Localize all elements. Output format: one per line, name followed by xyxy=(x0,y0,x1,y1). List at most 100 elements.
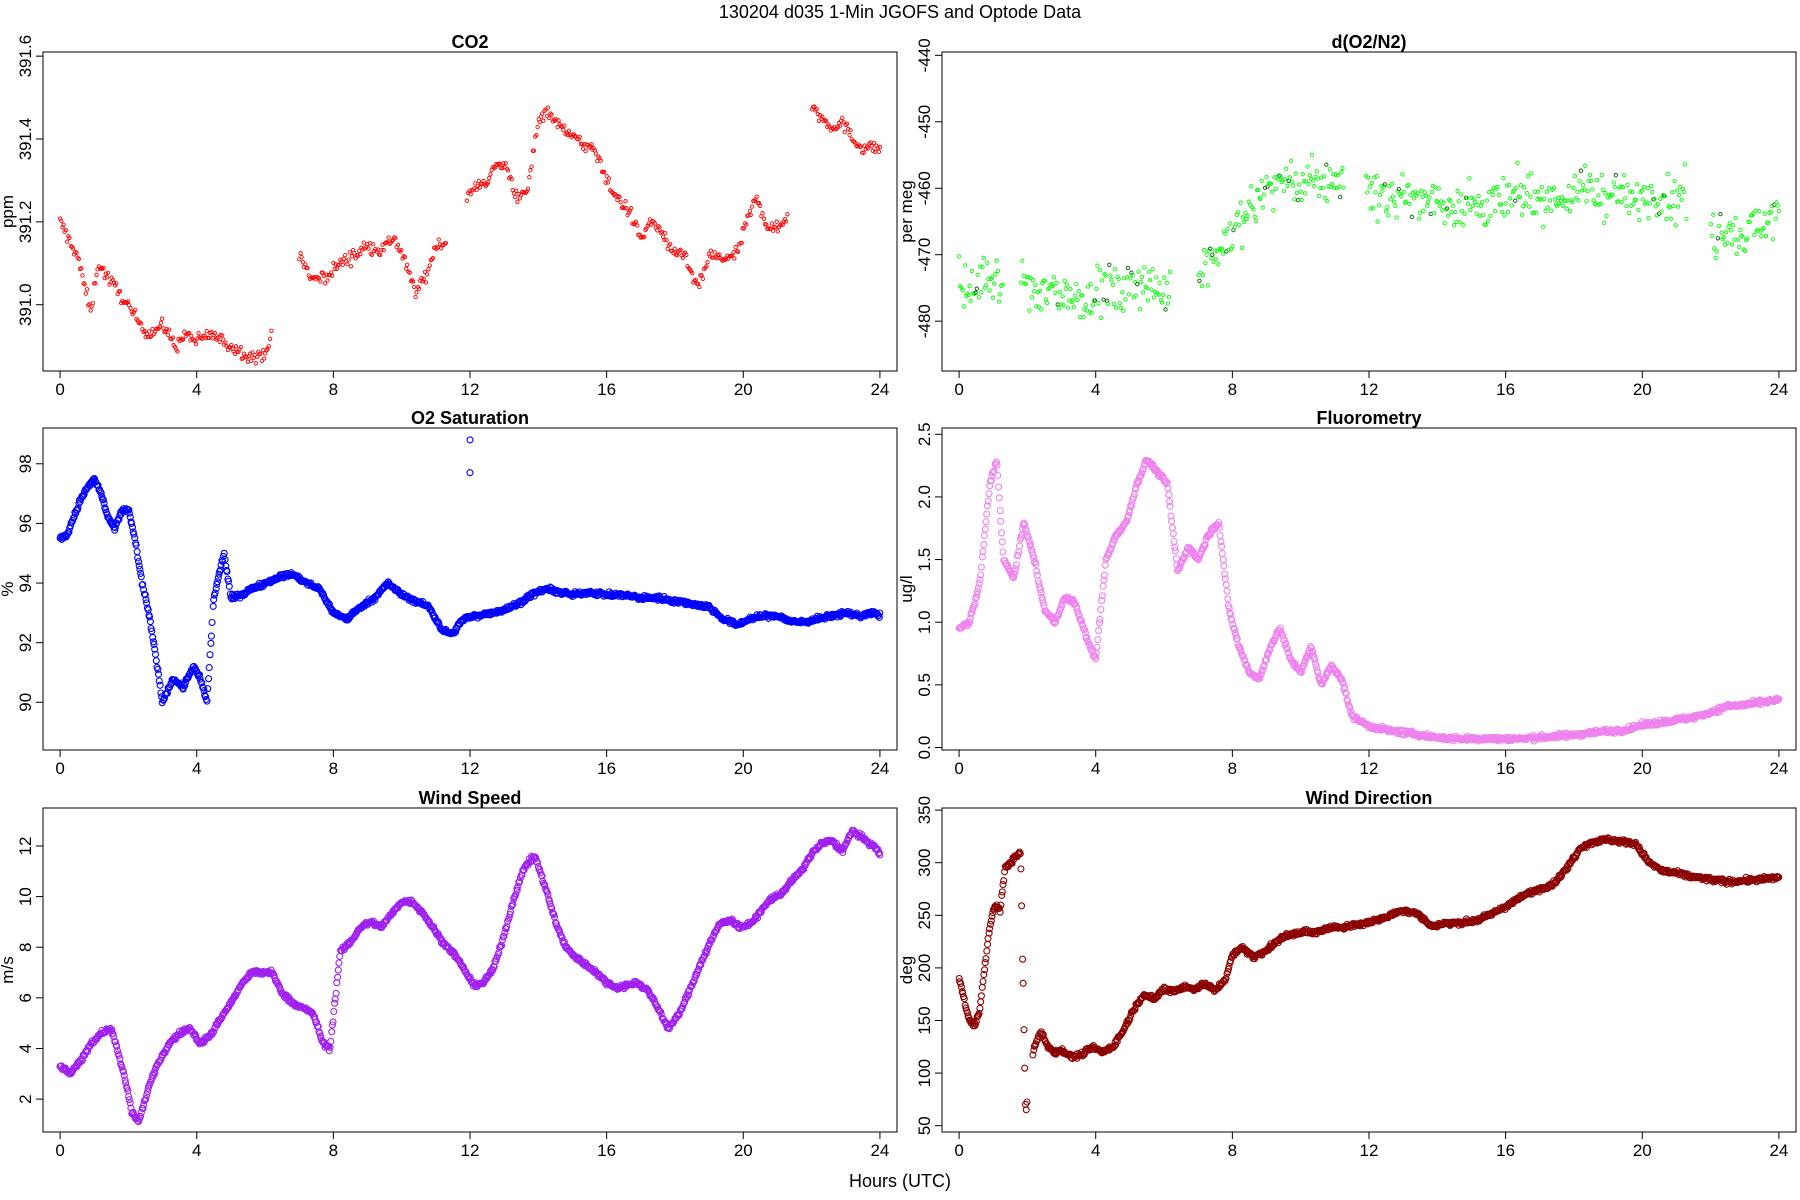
do2n2-point xyxy=(1306,181,1311,187)
do2n2-point xyxy=(1280,177,1285,183)
fluor-point xyxy=(1216,531,1224,540)
do2n2-point xyxy=(1403,199,1409,204)
do2n2-point xyxy=(1395,189,1400,194)
o2sat-point xyxy=(223,568,231,576)
do2n2-point xyxy=(1417,210,1423,215)
fluor-point xyxy=(1039,599,1047,607)
do2n2-point xyxy=(1426,199,1431,204)
co2-point xyxy=(622,206,627,211)
o2sat-point xyxy=(205,675,213,683)
o2sat-point xyxy=(217,561,225,569)
co2-point xyxy=(424,272,430,277)
co2-point xyxy=(580,146,586,151)
co2-point xyxy=(187,330,192,336)
do2n2-point xyxy=(1476,193,1481,199)
do2n2-point xyxy=(1030,278,1036,283)
do2n2-point xyxy=(1521,204,1526,209)
co2-point xyxy=(655,228,660,233)
fluor-point xyxy=(979,548,987,556)
wspd-ytick-label: 2 xyxy=(16,1094,35,1103)
do2n2-point xyxy=(1590,187,1595,192)
o2sat-point xyxy=(156,681,164,689)
co2-point xyxy=(566,128,572,133)
do2n2-point xyxy=(980,264,985,270)
do2n2-point xyxy=(1731,223,1736,228)
o2sat-point xyxy=(128,523,137,531)
do2n2-point xyxy=(1083,302,1088,308)
do2n2-point xyxy=(1725,240,1730,245)
do2n2-point xyxy=(1126,292,1132,297)
do2n2-point xyxy=(1098,315,1104,321)
o2sat-point xyxy=(142,596,150,604)
o2sat-point xyxy=(198,679,206,687)
fluor-point xyxy=(977,563,985,571)
co2-point xyxy=(782,216,788,222)
co2-point xyxy=(361,240,366,245)
do2n2-point xyxy=(1096,301,1101,306)
do2n2-point xyxy=(1412,196,1417,201)
do2n2-point xyxy=(1225,226,1230,231)
do2n2-point xyxy=(1475,202,1480,208)
o2sat-point xyxy=(207,632,215,640)
o2sat-ytick-label: 94 xyxy=(16,574,35,593)
do2n2-point xyxy=(1386,213,1391,218)
do2n2-point xyxy=(1504,183,1510,188)
wdir-plot-frame xyxy=(941,807,1797,1133)
co2-point xyxy=(497,161,502,167)
fluor-ytick-label: 0.0 xyxy=(915,736,934,760)
do2n2-point xyxy=(1055,302,1060,307)
o2sat-point xyxy=(149,633,157,641)
co2-point xyxy=(840,115,845,120)
o2sat-point xyxy=(70,513,78,521)
do2n2-point xyxy=(1000,282,1005,287)
do2n2-xtick-label: 0 xyxy=(954,380,963,399)
do2n2-point xyxy=(1721,235,1726,240)
co2-point xyxy=(684,252,689,258)
fluor-point xyxy=(998,529,1006,537)
wspd-ytick-label: 12 xyxy=(16,837,35,856)
co2-ylabel: ppm xyxy=(0,195,17,228)
co2-point xyxy=(60,225,65,230)
co2-point xyxy=(175,349,180,354)
co2-point xyxy=(768,226,773,231)
wdir-point xyxy=(983,947,991,955)
fluor-point xyxy=(1167,512,1175,520)
fluor-point xyxy=(994,471,1002,480)
do2n2-point xyxy=(1582,187,1587,192)
co2-point xyxy=(422,269,428,275)
do2n2-point xyxy=(1296,182,1302,187)
fluor-ytick-label: 2.0 xyxy=(915,485,934,509)
co2-point xyxy=(65,239,70,244)
co2-point xyxy=(70,246,76,251)
do2n2-point xyxy=(1099,278,1105,283)
co2-point xyxy=(624,206,629,211)
wspd-ytick-label: 6 xyxy=(16,993,35,1002)
fluor-point xyxy=(1285,649,1293,657)
do2n2-point xyxy=(1382,182,1387,187)
co2-point xyxy=(785,212,790,217)
o2sat-point xyxy=(154,670,163,678)
do2n2-point xyxy=(1474,211,1479,216)
do2n2-point xyxy=(1278,174,1283,179)
co2-point xyxy=(443,240,449,246)
co2-point xyxy=(209,329,214,335)
do2n2-point xyxy=(1566,183,1572,189)
do2n2-point xyxy=(1074,281,1079,287)
fluor-point xyxy=(1299,662,1307,670)
co2-title: CO2 xyxy=(451,32,488,52)
do2n2-point xyxy=(1509,203,1514,208)
fluor-point xyxy=(978,553,986,561)
do2n2-point xyxy=(1070,298,1075,303)
co2-point xyxy=(774,219,779,224)
fluor-point xyxy=(1080,626,1088,634)
do2n2-point xyxy=(1624,203,1629,209)
do2n2-point xyxy=(1299,197,1304,202)
do2n2-point xyxy=(981,255,986,261)
fluor-point xyxy=(1230,625,1238,633)
fluor-point xyxy=(1344,697,1352,705)
do2n2-point xyxy=(1513,198,1518,203)
o2sat-xtick-label: 20 xyxy=(734,759,753,778)
fluor-point xyxy=(1320,675,1329,683)
do2n2-point xyxy=(1459,192,1464,197)
wdir-point xyxy=(1000,877,1008,885)
